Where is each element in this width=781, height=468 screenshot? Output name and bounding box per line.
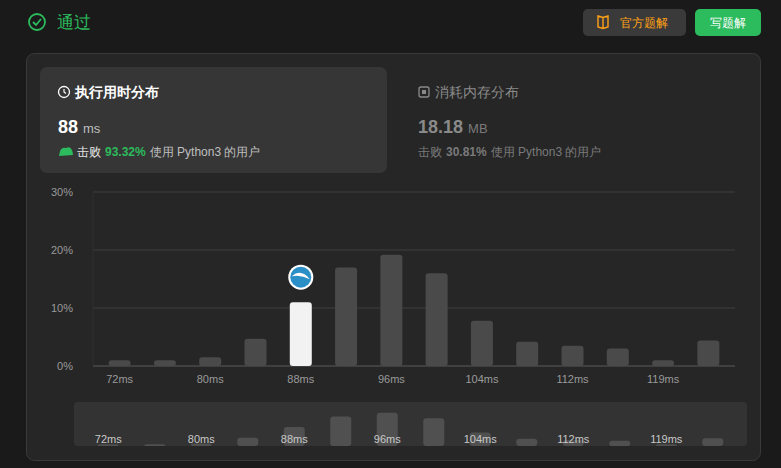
grid-line (93, 308, 735, 309)
grid-line (93, 250, 735, 251)
beat-line: 击败 93.32% 使用 Python3 的用户 (77, 145, 260, 159)
bars (109, 255, 720, 366)
overview-label: 112ms (557, 433, 590, 445)
button-label: 写题解 (710, 16, 746, 30)
y-tick-label: 0% (57, 360, 73, 372)
bar (652, 360, 674, 366)
unit: MB (468, 121, 488, 136)
y-tick-label: 30% (51, 186, 73, 198)
beat-line: 击败 30.81% 使用 Python3 的用户 (418, 145, 601, 159)
bar (335, 267, 357, 366)
bar (426, 273, 448, 366)
bar (562, 346, 584, 366)
beat-label: 击败 (418, 145, 442, 159)
background (0, 0, 781, 468)
bar (245, 339, 267, 366)
overview: 72ms 80ms 88ms 96ms 104ms 112ms 119ms (74, 402, 747, 446)
card (27, 54, 761, 461)
button-label: 官方题解 (620, 16, 668, 30)
clock-icon (59, 87, 70, 98)
bar (154, 360, 176, 366)
bar (607, 349, 629, 366)
button-bg (695, 9, 761, 36)
overview-label: 88ms (281, 433, 308, 445)
beat: 93.32% (105, 145, 146, 159)
beat: 30.81% (446, 145, 487, 159)
bar (290, 302, 312, 366)
avatar-ring (288, 265, 313, 290)
axes: 0% 10% 20% 30% (51, 186, 735, 372)
overview-label: 119ms (650, 433, 683, 445)
value: 18.18 (418, 117, 463, 137)
overview-bar (330, 417, 351, 446)
avatar-face (290, 267, 311, 288)
y-tick-label: 10% (51, 302, 73, 314)
status-icon (29, 14, 45, 30)
overview-label: 72ms (95, 433, 122, 445)
y-axis-line (93, 192, 94, 366)
status: 通过 (57, 13, 91, 32)
overview-bar (423, 418, 444, 446)
card-title: 消耗内存分布 (435, 85, 519, 100)
overview-bar (609, 441, 630, 446)
chip-core (422, 90, 426, 94)
grid-line (93, 192, 735, 193)
avatar-swoosh (292, 273, 310, 279)
card-value: 18.18 MB (418, 117, 488, 137)
x-tick-label: 119ms (647, 373, 680, 385)
x-tick-label: 72ms (106, 373, 133, 385)
bar (109, 360, 131, 366)
overview-label: 80ms (188, 433, 215, 445)
x-tick-label: 104ms (465, 373, 499, 385)
overview-bar (702, 438, 723, 446)
clock-hand (64, 89, 66, 94)
chip-icon (419, 87, 429, 97)
x-tick-label: 80ms (197, 373, 224, 385)
overview-label: 96ms (374, 433, 401, 445)
bar (471, 321, 493, 366)
status-check (33, 19, 41, 25)
card-title: 执行用时分布 (74, 85, 159, 100)
overview-bars (98, 413, 724, 446)
button-bg (583, 9, 686, 36)
x-tick-label: 112ms (556, 373, 589, 385)
bar (199, 357, 221, 366)
x-tick-label: 96ms (378, 373, 405, 385)
runtime-card[interactable]: 执行用时分布 88 ms 击败 93.32% 使用 Python3 的用户 (40, 67, 387, 173)
x-tick-label: 88ms (287, 373, 314, 385)
memory-card[interactable]: 消耗内存分布 18.18 MB 击败 30.81% 使用 Python3 的用户 (418, 85, 601, 159)
card-value: 88 ms (58, 117, 101, 137)
avatar (288, 265, 313, 290)
grid-line (93, 366, 735, 367)
solution-button[interactable]: 官方题解 (583, 9, 686, 36)
overview-bg (74, 402, 747, 446)
page: 通过 官方题解 写题解执行用时分布 88 ms 击败 93.32% 使用 Python3 的用… (0, 0, 781, 468)
value: 88 (58, 117, 78, 137)
y-tick-label: 20% (51, 244, 73, 256)
overview-bar (144, 444, 165, 446)
bar (380, 255, 402, 366)
overview-bar (516, 439, 537, 446)
book-icon (598, 16, 608, 29)
beat-icon (59, 147, 73, 156)
unit: ms (83, 121, 101, 136)
overview-bar (237, 438, 258, 446)
bar (697, 340, 719, 366)
overview-label: 104ms (464, 433, 498, 445)
beat-label: 击败 (77, 145, 101, 159)
bar (516, 342, 538, 366)
write-button[interactable]: 写题解 (695, 9, 761, 36)
beat-suffix: 使用 Python3 的用户 (150, 145, 261, 159)
beat-suffix: 使用 Python3 的用户 (491, 145, 602, 159)
x-labels: 72ms 80ms 88ms 96ms 104ms 112ms 119ms (106, 373, 679, 385)
card-bg (40, 67, 387, 173)
